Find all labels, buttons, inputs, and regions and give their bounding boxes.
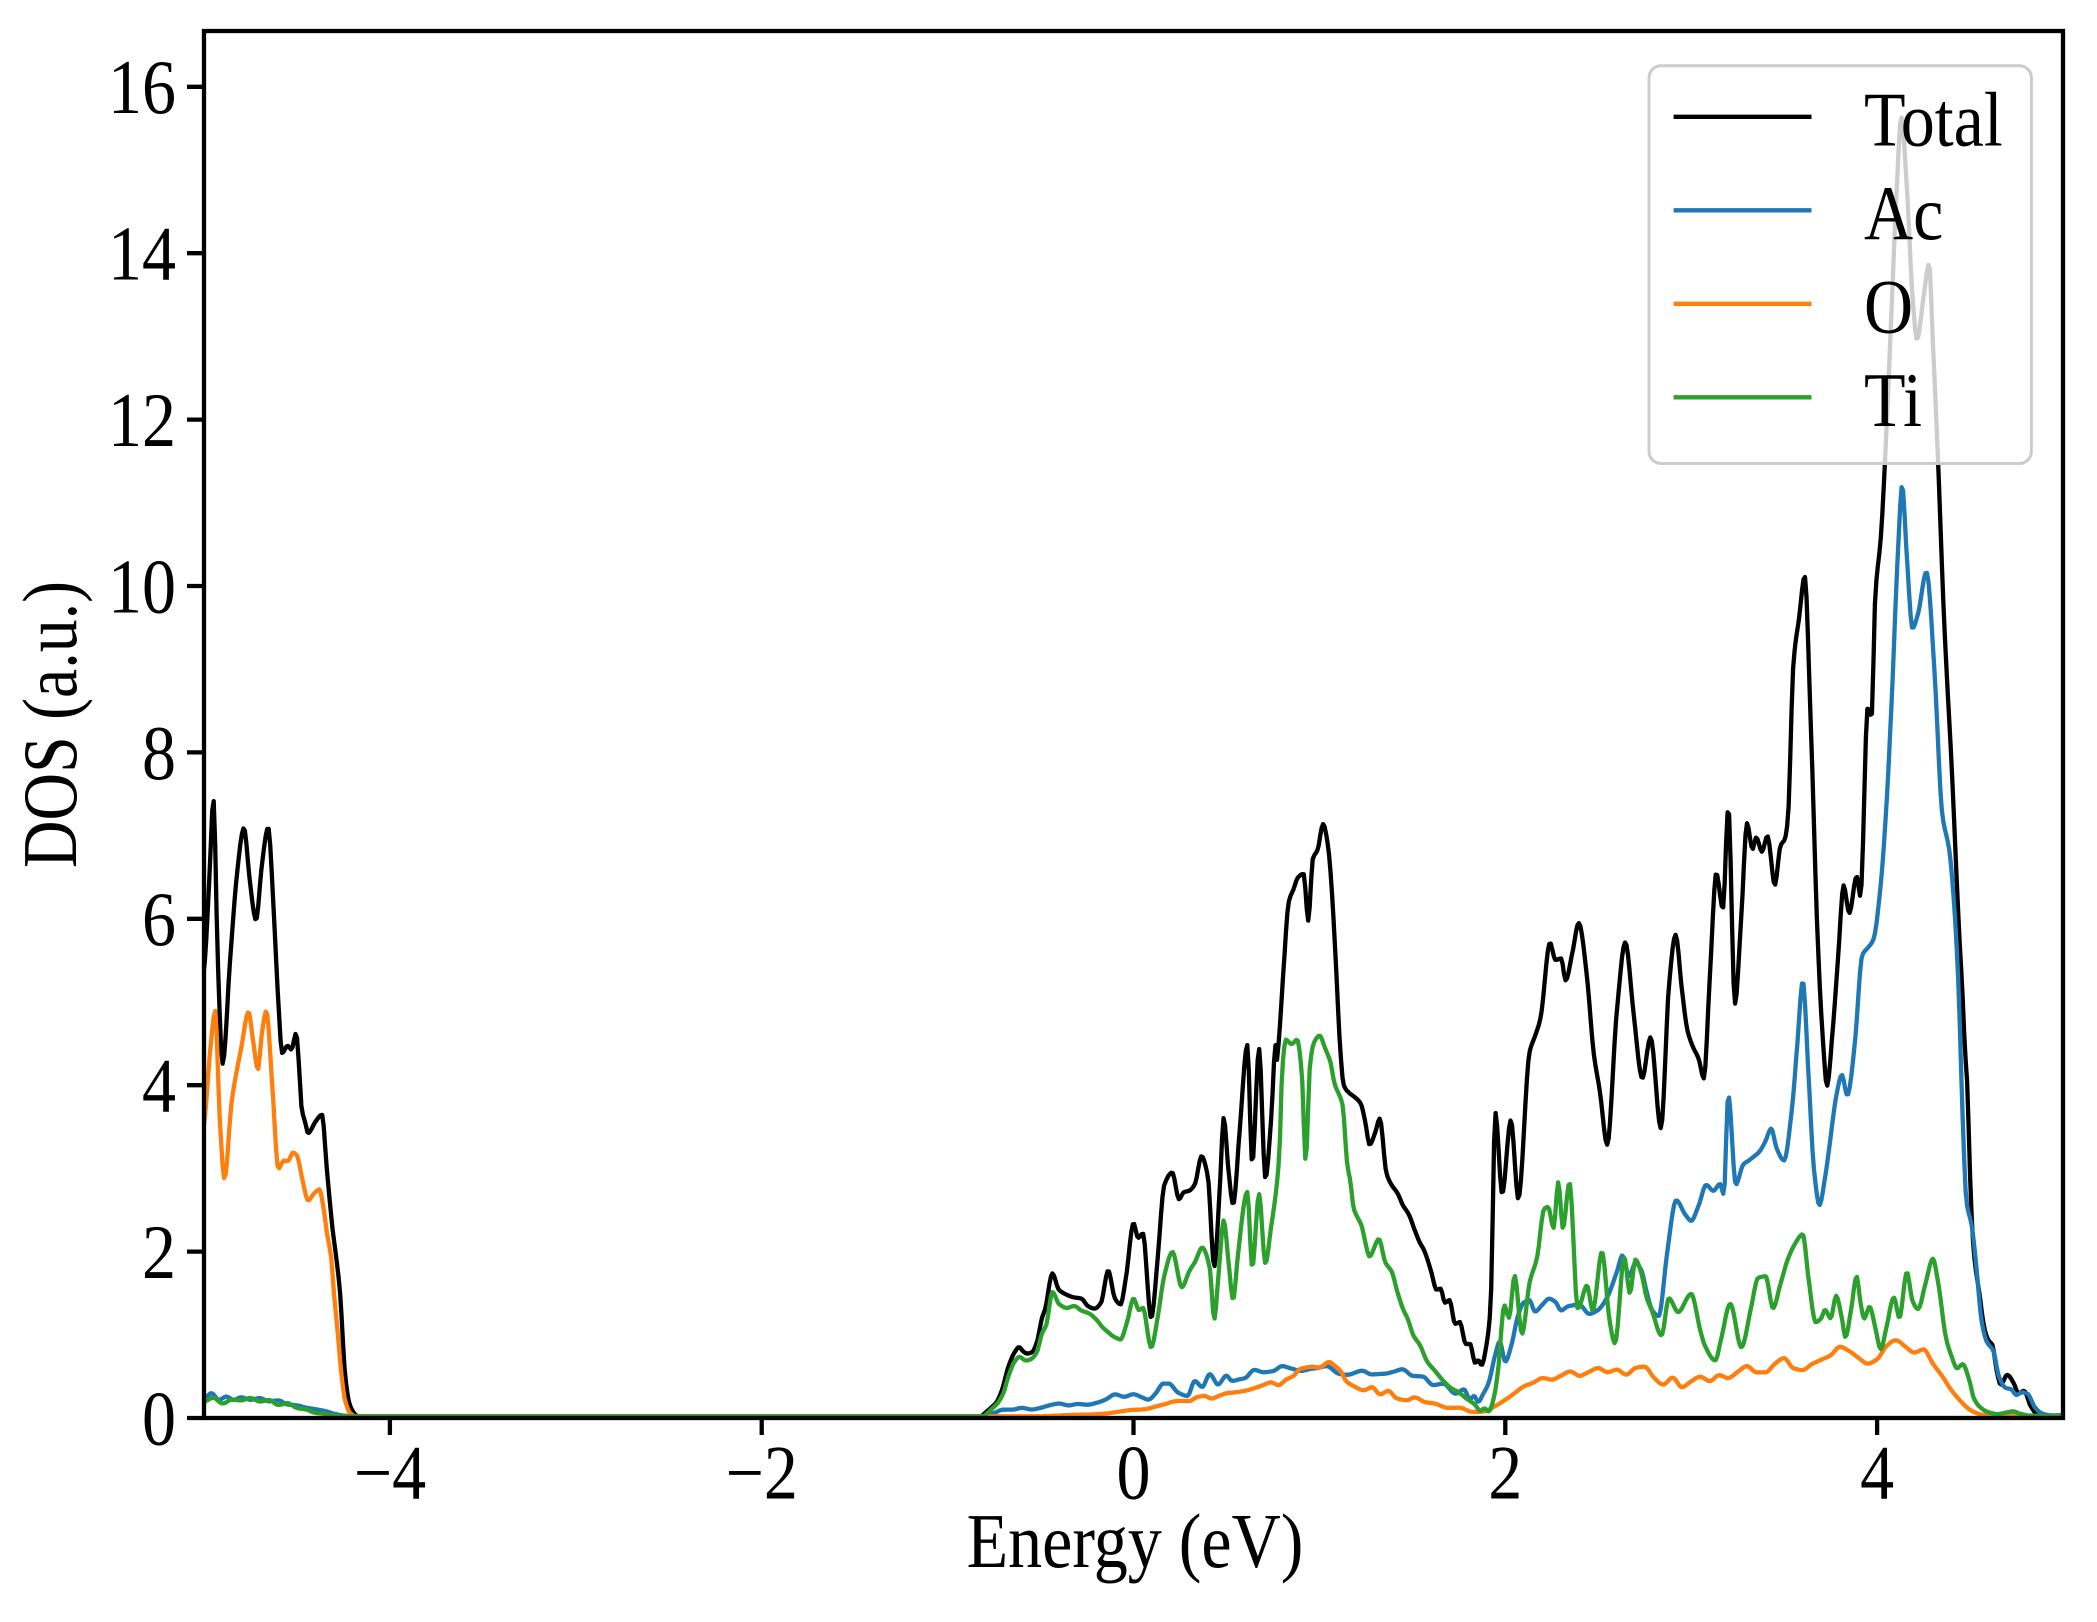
svg-text:10: 10 [108,543,176,629]
svg-text:Energy (eV): Energy (eV) [967,1498,1304,1584]
svg-text:8: 8 [142,710,176,796]
svg-text:12: 12 [108,377,176,463]
svg-text:Ti: Ti [1864,357,1922,443]
svg-text:4: 4 [1860,1430,1894,1516]
svg-text:2: 2 [1488,1430,1522,1516]
svg-text:0: 0 [1117,1430,1151,1516]
svg-text:14: 14 [108,211,176,297]
svg-text:6: 6 [142,876,176,962]
svg-text:DOS (a.u.): DOS (a.u.) [7,581,93,868]
svg-text:−4: −4 [354,1430,426,1516]
svg-text:Ac: Ac [1864,170,1943,256]
svg-text:0: 0 [142,1375,176,1461]
svg-text:2: 2 [142,1209,176,1295]
svg-text:16: 16 [108,44,176,130]
svg-text:O: O [1864,264,1913,350]
svg-text:Total: Total [1864,77,2003,163]
svg-text:−2: −2 [726,1430,798,1516]
svg-text:4: 4 [142,1043,176,1129]
